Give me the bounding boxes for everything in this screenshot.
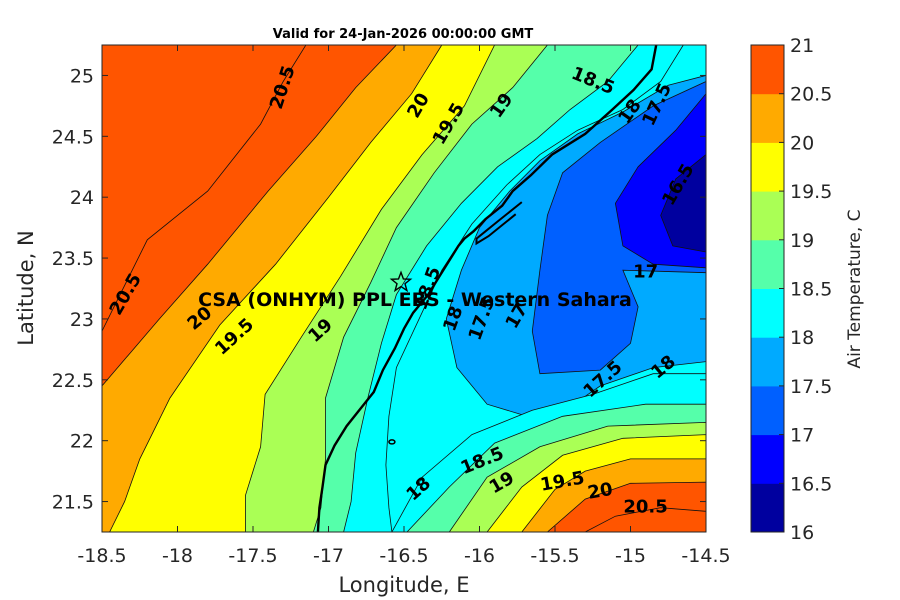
colorbar-swatch: [751, 239, 784, 289]
colorbar-tick-label: 20: [790, 132, 814, 154]
x-tick-label: -18.5: [77, 545, 126, 567]
colorbar-tick-label: 16: [790, 522, 814, 544]
x-tick-label: -17.5: [228, 545, 277, 567]
contour-band-20.5: [102, 45, 307, 332]
colorbar-swatch: [751, 191, 784, 241]
peninsula-outline: [475, 201, 523, 246]
site-label: CSA (ONHYM) PPL EBS - Western Sahara: [198, 289, 632, 311]
colorbar-tick-label: 17: [790, 425, 814, 447]
y-tick-label: 24.5: [52, 126, 94, 148]
chart-title: Valid for 24-Jan-2026 00:00:00 GMT: [273, 27, 534, 42]
contour-label: 20.5: [623, 497, 667, 518]
plot-area: -18.5 -18 -17.5 -17 -16.5 -16 -15.5 -15 -14.5 21.…: [52, 44, 731, 567]
colorbar-swatch: [751, 337, 784, 387]
x-tick-label: -16: [464, 545, 495, 567]
y-tick-label: 22: [70, 431, 94, 453]
colorbar-tick-label: 18: [790, 327, 814, 349]
x-tick-label: -18: [162, 545, 193, 567]
site-star-icon: [389, 270, 413, 293]
y-tick-label: 23: [70, 309, 94, 331]
island-outline: [388, 439, 396, 445]
x-tick-label: -15: [615, 545, 646, 567]
y-tick-label: 23.5: [52, 248, 94, 270]
colorbar-swatch: [751, 93, 784, 143]
x-axis-label: Longitude, E: [338, 573, 469, 597]
y-tick-label: 24: [70, 187, 94, 209]
colorbar-tick-label: 18.5: [790, 279, 832, 301]
colorbar-swatch: [751, 434, 784, 484]
contour-label: 17: [633, 262, 658, 283]
colorbar-tick-label: 16.5: [790, 473, 832, 495]
colorbar-swatch: [751, 483, 784, 533]
y-tick-label: 21.5: [52, 492, 94, 514]
coastline: [316, 45, 658, 532]
colorbar-tick-label: 20.5: [790, 84, 832, 106]
colorbar-tick-label: 21: [790, 35, 814, 57]
colorbar-tick-label: 17.5: [790, 376, 832, 398]
y-tick-label: 22.5: [52, 370, 94, 392]
contour-label: 20: [586, 479, 614, 504]
x-tick-label: -14.5: [681, 545, 730, 567]
colorbar-tick-label: 19.5: [790, 181, 832, 203]
colorbar-swatch: [751, 142, 784, 192]
contour-band-20.5: [585, 507, 706, 532]
y-axis-label: Latitude, N: [14, 230, 38, 346]
x-tick-label: -17: [313, 545, 344, 567]
x-tick-label: -16.5: [379, 545, 428, 567]
colorbar-tick-label: 19: [790, 230, 814, 252]
contour-fill-group: [102, 45, 706, 532]
axis-ticks: -18.5 -18 -17.5 -17 -16.5 -16 -15.5 -15 -14.5 21.…: [52, 45, 731, 567]
contour-band-16: [660, 154, 706, 253]
colorbar-swatch: [751, 385, 784, 436]
x-tick-label: -15.5: [530, 545, 579, 567]
colorbar: 16 16.5 17 17.5 18 18.5 19 19.5 20 20.5 21: [750, 35, 832, 544]
y-tick-label: 25: [70, 65, 94, 87]
site-marker-group: CSA (ONHYM) PPL EBS - Western Sahara: [198, 270, 632, 311]
colorbar-swatch: [751, 288, 784, 338]
colorbar-swatch: [751, 45, 784, 95]
contour-line-group: [316, 45, 658, 532]
colorbar-label: Air Temperature, C: [845, 209, 865, 368]
